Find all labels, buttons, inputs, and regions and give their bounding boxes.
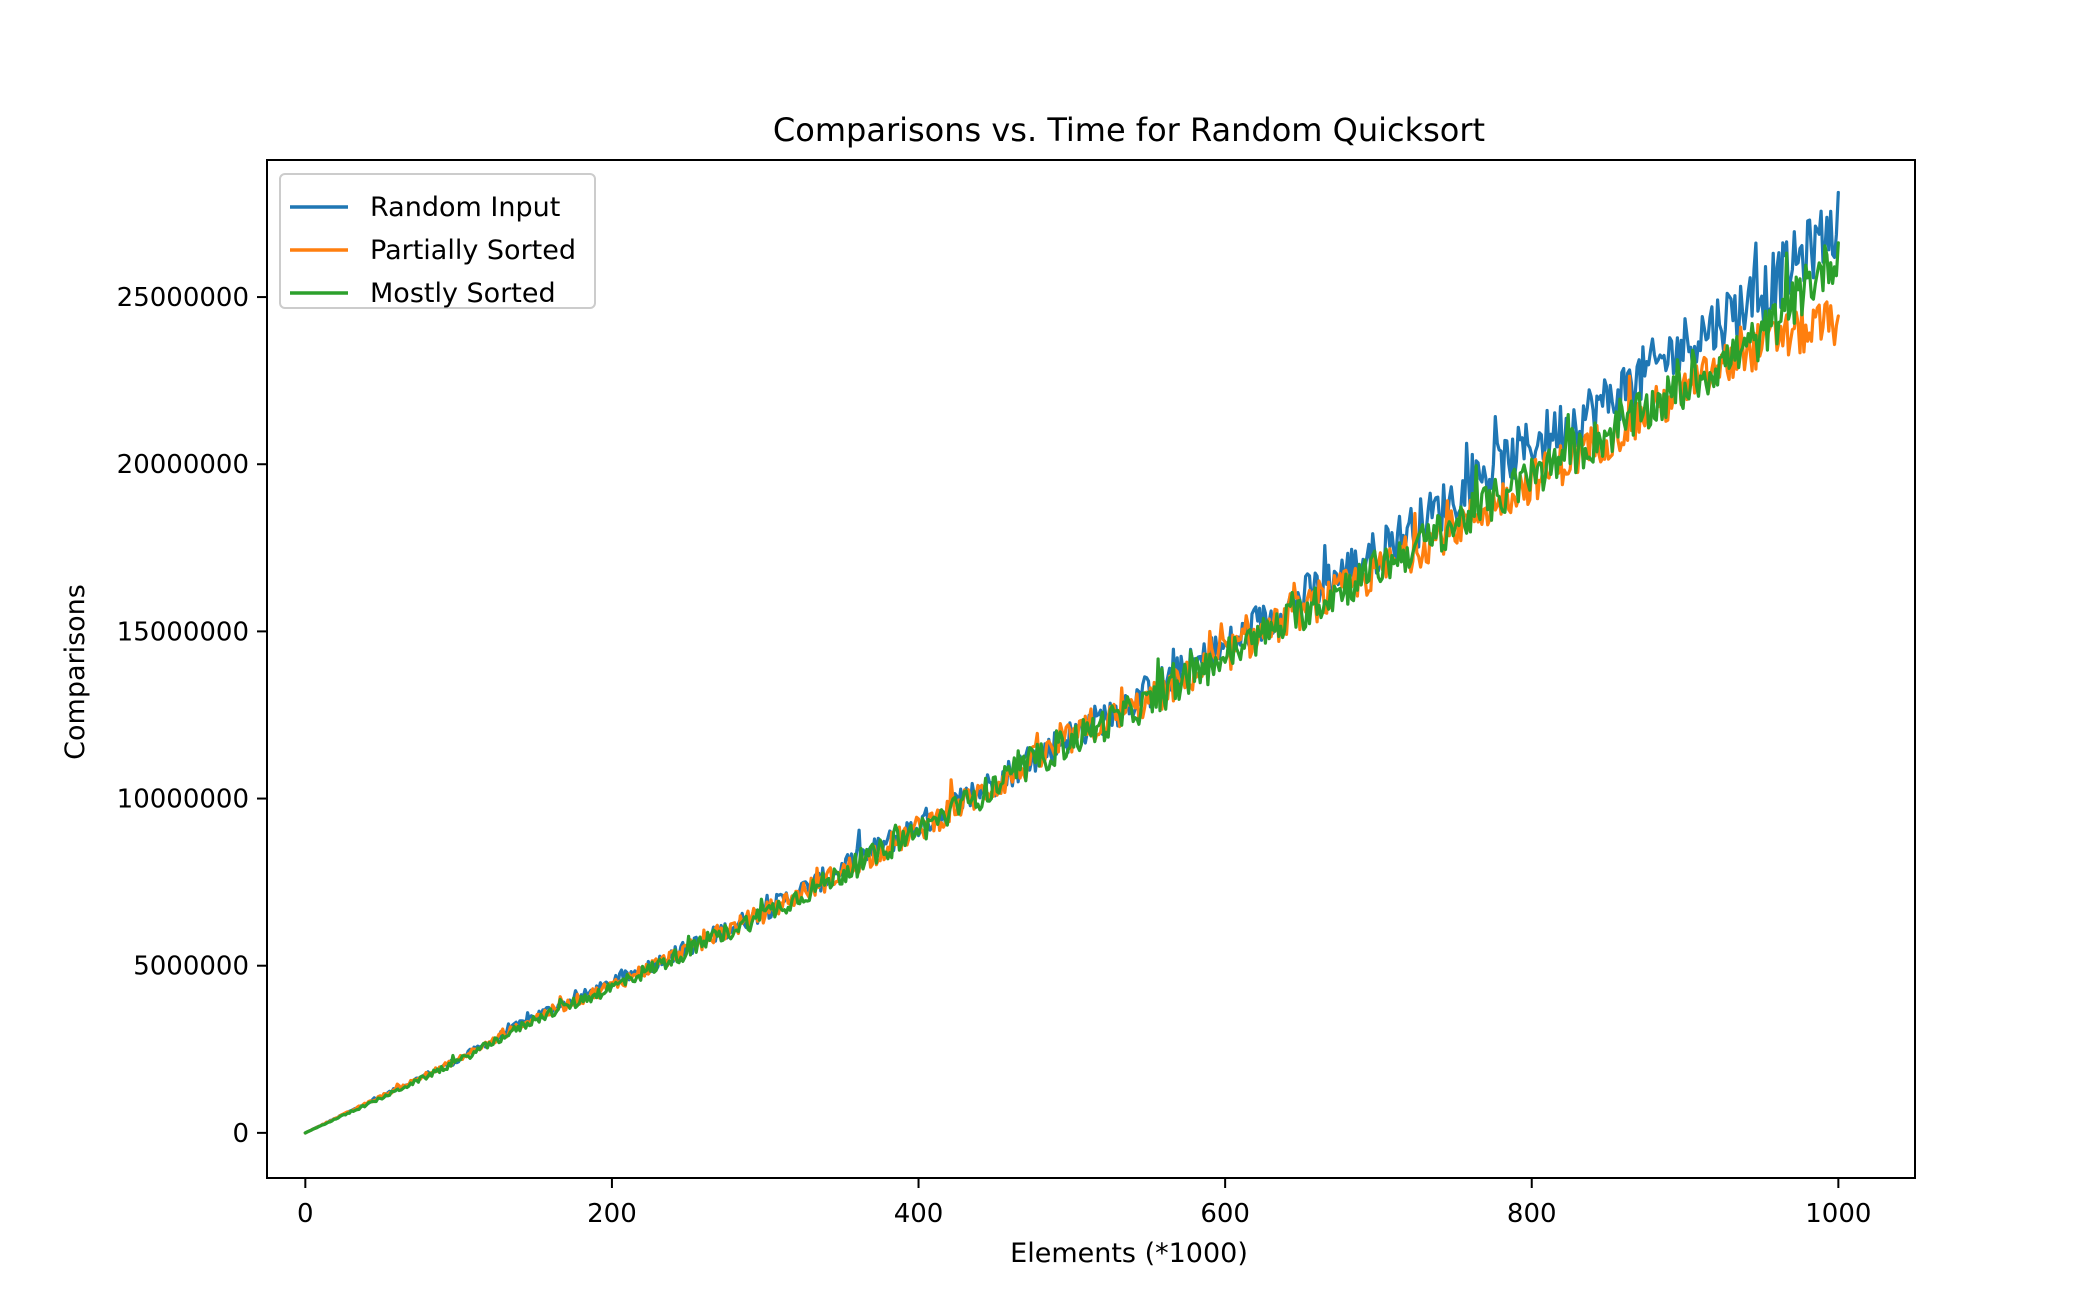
y-tick-label: 5000000 xyxy=(133,952,249,982)
axes-layer: 0 200 400 600 800 1000 0 5000000 10000000 1500000… xyxy=(117,159,1916,1229)
x-tick-label: 800 xyxy=(1507,1199,1557,1229)
plot-frame xyxy=(266,159,1916,1179)
x-tick-label: 1000 xyxy=(1805,1199,1871,1229)
series-layer xyxy=(303,190,1840,1135)
legend-label: Mostly Sorted xyxy=(370,278,556,309)
x-tick-label: 400 xyxy=(894,1199,944,1229)
x-tick-label: 200 xyxy=(587,1199,637,1229)
x-tick-label: 0 xyxy=(297,1199,314,1229)
y-tick-label: 15000000 xyxy=(117,617,249,647)
y-tick-label: 10000000 xyxy=(117,785,249,815)
y-tick-label: 20000000 xyxy=(117,450,249,480)
x-tick-label: 600 xyxy=(1200,1199,1250,1229)
y-axis-label: Comparisons xyxy=(60,584,91,760)
legend-label: Random Input xyxy=(370,192,560,223)
x-axis-label: Elements (*1000) xyxy=(1010,1238,1248,1269)
legend-label: Partially Sorted xyxy=(370,235,576,266)
y-tick-label: 0 xyxy=(232,1119,249,1149)
y-tick-label: 25000000 xyxy=(117,283,249,313)
legend: Random Input Partially Sorted Mostly Sorte… xyxy=(279,173,596,309)
legend-box xyxy=(279,173,596,309)
chart-title: Comparisons vs. Time for Random Quicksor… xyxy=(773,111,1485,149)
series-line-mostly-sorted xyxy=(303,241,1840,1135)
